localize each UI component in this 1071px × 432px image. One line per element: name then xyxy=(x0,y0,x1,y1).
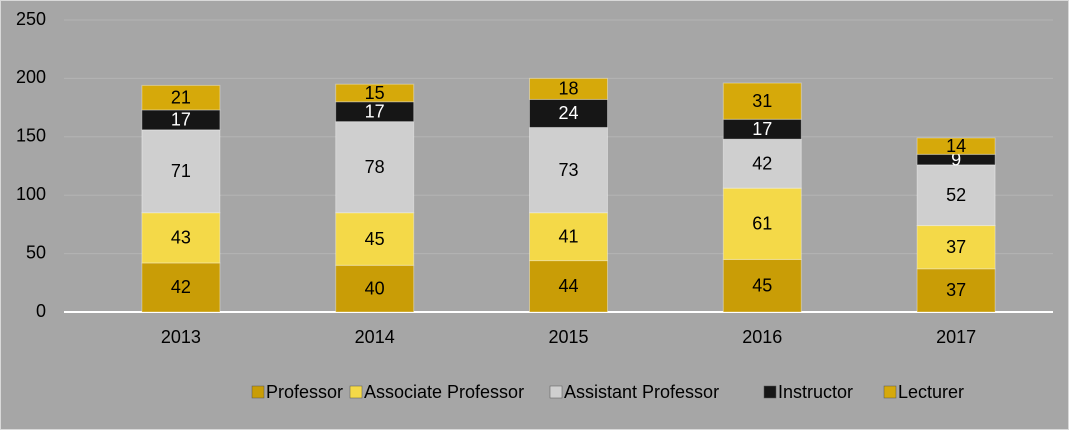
bar-segment xyxy=(916,268,996,313)
x-tick-label: 2013 xyxy=(161,327,201,347)
data-label: 45 xyxy=(752,275,772,295)
data-label: 31 xyxy=(752,91,772,111)
bar-segment xyxy=(529,260,608,313)
legend-swatch xyxy=(883,385,897,399)
x-tick-label: 2017 xyxy=(936,327,976,347)
y-tick-label: 50 xyxy=(26,242,46,262)
bar-segment xyxy=(722,258,802,313)
legend-swatch xyxy=(763,385,777,399)
data-label: 37 xyxy=(946,280,966,300)
legend-label: Instructor xyxy=(778,382,853,402)
legend-label: Associate Professor xyxy=(364,382,524,402)
bar-segment xyxy=(722,138,802,189)
data-label: 71 xyxy=(171,161,191,181)
legend-label: Lecturer xyxy=(898,382,964,402)
legend-swatch xyxy=(549,385,563,399)
bar-segment xyxy=(916,225,996,270)
data-label: 41 xyxy=(558,226,578,246)
data-label: 15 xyxy=(365,83,385,103)
x-tick-label: 2015 xyxy=(548,327,588,347)
bar-segment xyxy=(141,262,221,313)
bar-segment xyxy=(722,82,802,120)
bar-segment xyxy=(335,121,415,214)
bar-segment xyxy=(141,84,221,111)
data-label: 37 xyxy=(946,237,966,257)
bar-segment xyxy=(529,98,608,128)
legend-label: Assistant Professor xyxy=(564,382,719,402)
data-label: 24 xyxy=(558,103,578,123)
bar-segment xyxy=(916,137,996,155)
data-label: 42 xyxy=(171,277,191,297)
bar-segment xyxy=(529,126,608,214)
data-label: 40 xyxy=(365,278,385,298)
legend-swatch xyxy=(349,385,363,399)
legend-label: Professor xyxy=(266,382,343,402)
data-label: 78 xyxy=(365,157,385,177)
data-label: 43 xyxy=(171,228,191,248)
bar-segment xyxy=(335,264,415,313)
x-tick-label: 2016 xyxy=(742,327,782,347)
data-label: 18 xyxy=(558,79,578,99)
y-tick-label: 250 xyxy=(16,9,46,29)
y-tick-label: 200 xyxy=(16,67,46,87)
bar-segment xyxy=(141,212,221,264)
data-label: 17 xyxy=(752,119,772,139)
x-tick-label: 2014 xyxy=(355,327,395,347)
y-tick-label: 0 xyxy=(36,301,46,321)
legend-swatch xyxy=(251,385,265,399)
data-label: 73 xyxy=(558,160,578,180)
bar-segment xyxy=(335,101,415,123)
data-label: 14 xyxy=(946,136,966,156)
bar-segment xyxy=(529,212,608,262)
bar-segment xyxy=(722,187,802,260)
data-label: 42 xyxy=(752,153,772,173)
bar-segment xyxy=(141,129,221,214)
data-label: 9 xyxy=(951,149,961,169)
data-label: 45 xyxy=(365,229,385,249)
bar-segment xyxy=(335,83,415,103)
data-label: 17 xyxy=(365,101,385,121)
data-label: 52 xyxy=(946,185,966,205)
bar-segment xyxy=(529,77,608,100)
y-tick-label: 100 xyxy=(16,184,46,204)
data-label: 44 xyxy=(558,276,578,296)
data-label: 21 xyxy=(171,87,191,107)
data-label: 17 xyxy=(171,110,191,130)
y-tick-label: 150 xyxy=(16,126,46,146)
data-label: 61 xyxy=(752,214,772,234)
